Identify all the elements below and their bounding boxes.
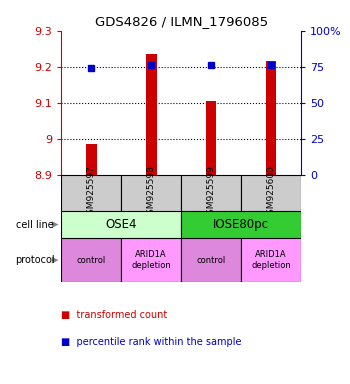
Bar xyxy=(181,238,241,282)
Bar xyxy=(121,238,181,282)
Bar xyxy=(146,54,156,175)
Bar xyxy=(181,175,241,211)
Text: GSM925599: GSM925599 xyxy=(206,166,216,220)
Text: protocol: protocol xyxy=(15,255,54,265)
Bar xyxy=(61,238,121,282)
Title: GDS4826 / ILMN_1796085: GDS4826 / ILMN_1796085 xyxy=(94,15,268,28)
Bar xyxy=(206,101,217,175)
Text: ARID1A
depletion: ARID1A depletion xyxy=(251,250,291,270)
Bar xyxy=(266,61,276,175)
Bar xyxy=(241,175,301,211)
Text: cell line: cell line xyxy=(16,220,54,230)
Bar xyxy=(61,175,121,211)
Text: OSE4: OSE4 xyxy=(105,218,137,231)
Text: ■  transformed count: ■ transformed count xyxy=(61,310,168,320)
Bar xyxy=(181,211,301,238)
Text: GSM925597: GSM925597 xyxy=(87,166,96,220)
Bar xyxy=(121,175,181,211)
Text: ARID1A
depletion: ARID1A depletion xyxy=(131,250,171,270)
Bar xyxy=(61,211,181,238)
Bar xyxy=(86,144,97,175)
Text: control: control xyxy=(196,256,226,265)
Text: IOSE80pc: IOSE80pc xyxy=(213,218,269,231)
Bar xyxy=(241,238,301,282)
Text: GSM925600: GSM925600 xyxy=(267,166,275,220)
Text: control: control xyxy=(77,256,106,265)
Text: GSM925598: GSM925598 xyxy=(147,166,156,220)
Text: ■  percentile rank within the sample: ■ percentile rank within the sample xyxy=(61,337,242,347)
